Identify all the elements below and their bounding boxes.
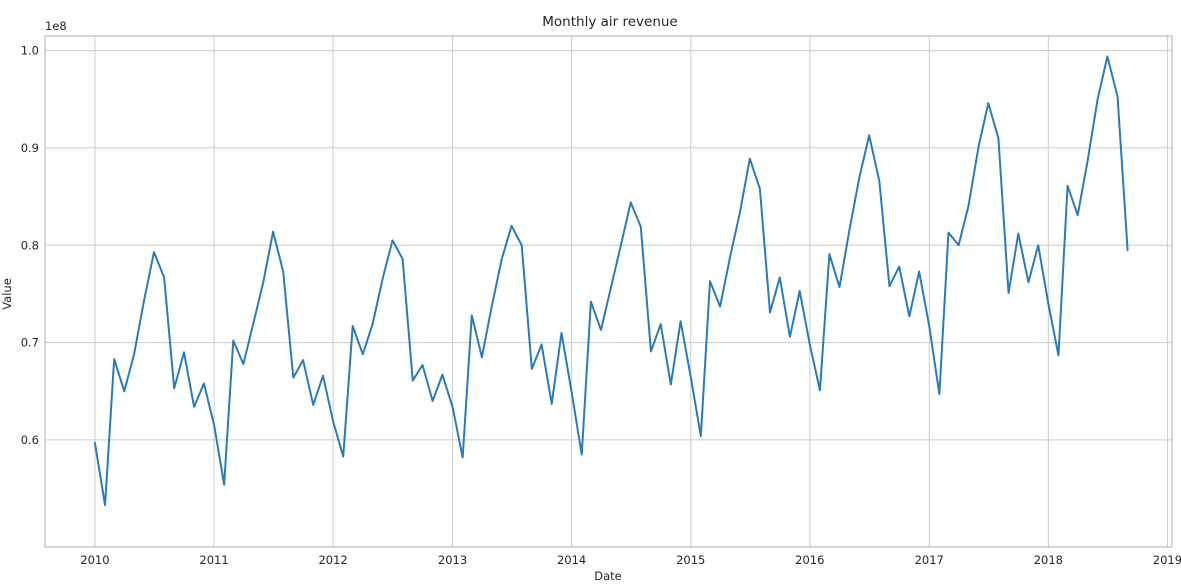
series-line — [93, 55, 1129, 507]
y-tick-label: 0.6 — [21, 433, 39, 447]
y-axis-label: Value — [0, 278, 14, 310]
x-tick-label: 2011 — [199, 553, 228, 567]
grid-layer — [45, 36, 1172, 547]
plot-area-frame — [44, 35, 1173, 548]
y-tick-label: 1.0 — [21, 44, 39, 58]
x-tick-label: 2013 — [438, 553, 467, 567]
x-tick-label: 2015 — [676, 553, 705, 567]
x-axis-label: Date — [594, 569, 622, 583]
x-tick-label: 2019 — [1153, 553, 1181, 567]
axes-frame — [44, 35, 1173, 548]
y-tick-label: 0.7 — [21, 336, 39, 350]
x-tick-label: 2018 — [1034, 553, 1063, 567]
tick-labels: 2010 2011 2012 2013 2014 2015 2016 2017 2018 2019… — [21, 44, 1181, 567]
x-tick-label: 2012 — [318, 553, 347, 567]
y-tick-label: 0.9 — [21, 141, 39, 155]
series-layer — [93, 55, 1129, 507]
x-tick-label: 2016 — [795, 553, 824, 567]
y-axis-offset-label: 1e8 — [45, 19, 67, 33]
y-tick-label: 0.8 — [21, 238, 39, 252]
x-tick-label: 2017 — [915, 553, 944, 567]
chart-title: Monthly air revenue — [542, 14, 677, 30]
x-tick-label: 2010 — [80, 553, 109, 567]
x-tick-label: 2014 — [557, 553, 586, 567]
